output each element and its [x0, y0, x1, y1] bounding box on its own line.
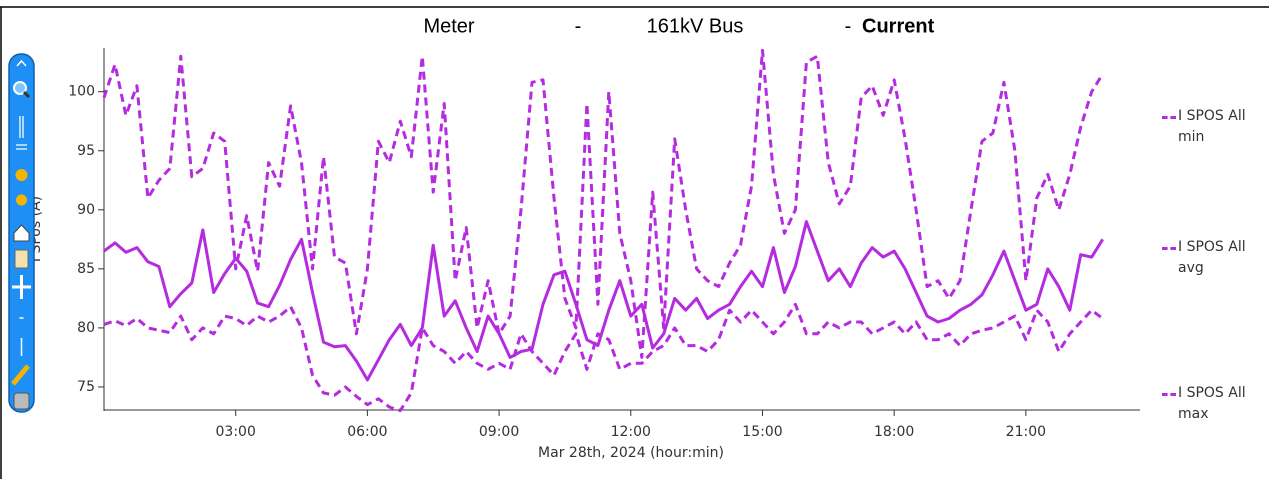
y-tick-label: 85 — [77, 261, 95, 277]
legend-label: I SPOS All min — [1178, 108, 1246, 145]
tool-up[interactable] — [16, 59, 27, 67]
legend-swatch — [1162, 116, 1176, 119]
legend-item[interactable]: I SPOS All avg — [1158, 237, 1263, 279]
y-tick-label: 100 — [68, 84, 95, 100]
toolbar — [8, 53, 35, 413]
tool-hzoom[interactable] — [16, 144, 27, 150]
x-tick-label: 09:00 — [479, 424, 519, 440]
series-line — [102, 48, 1104, 359]
y-tick-label: 95 — [77, 143, 95, 159]
x-tick-label: 21:00 — [1006, 424, 1046, 440]
tool-pencil[interactable] — [11, 364, 30, 386]
title-measure: Current — [862, 15, 935, 37]
legend-item[interactable]: I SPOS All min — [1158, 106, 1263, 148]
x-tick-label: 06:00 — [347, 424, 387, 440]
tool-home[interactable] — [13, 224, 30, 242]
legend-label: I SPOS All max — [1178, 385, 1246, 422]
series-line — [103, 220, 1104, 382]
tool-plus[interactable] — [12, 275, 31, 299]
series-line — [103, 302, 1104, 413]
title-meter: Meter — [423, 15, 474, 37]
x-axis-label: Mar 28th, 2024 (hour:min) — [538, 445, 724, 461]
y-tick-label: 75 — [77, 379, 95, 395]
legend-item[interactable]: I SPOS All max — [1158, 383, 1263, 425]
x-tick-label: 03:00 — [216, 424, 256, 440]
x-tick-label: 18:00 — [874, 424, 914, 440]
tool-vzoom[interactable] — [19, 116, 24, 138]
title-sep: - — [575, 15, 582, 37]
tool-trash[interactable] — [13, 392, 30, 410]
x-tick-label: 15:00 — [742, 424, 782, 440]
legend-swatch — [1162, 393, 1176, 396]
y-tick-label: 80 — [77, 320, 95, 336]
y-tick-label: 90 — [77, 202, 95, 218]
tool-zoom[interactable] — [13, 81, 27, 95]
tool-zoom-handle — [22, 90, 31, 99]
tool-notes[interactable] — [14, 249, 29, 269]
legend-swatch — [1162, 247, 1176, 250]
x-tick-label: 12:00 — [611, 424, 651, 440]
legend-label: I SPOS All avg — [1178, 239, 1246, 276]
title-bus: 161kV Bus — [647, 15, 744, 37]
tool-pan[interactable] — [15, 169, 28, 181]
title-sep: - — [845, 15, 852, 37]
tool-select[interactable] — [16, 194, 27, 206]
